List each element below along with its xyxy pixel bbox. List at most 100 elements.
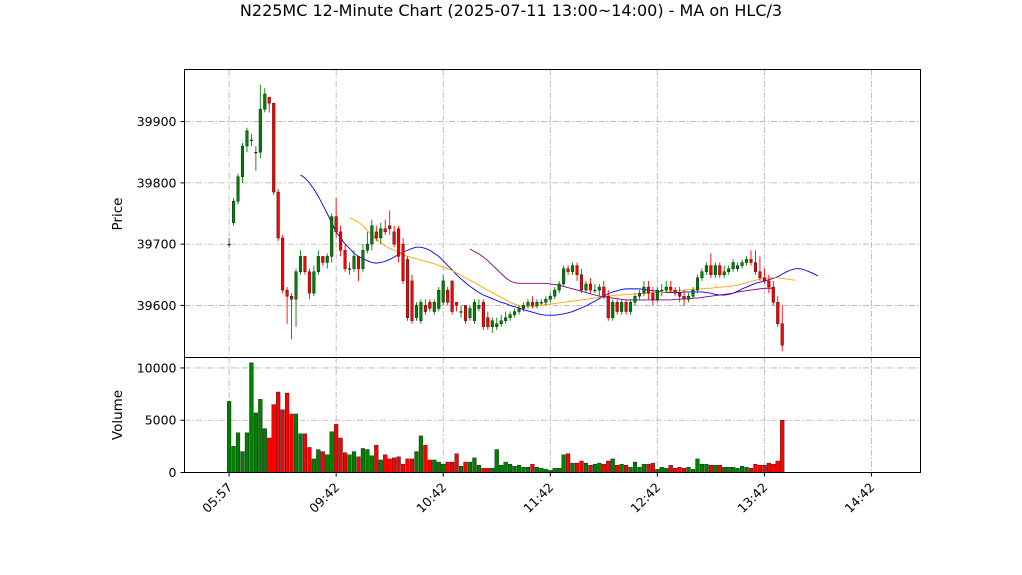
candle bbox=[637, 290, 641, 300]
candle bbox=[495, 317, 499, 330]
candle bbox=[602, 280, 606, 300]
candle-body bbox=[517, 308, 521, 312]
candle bbox=[669, 280, 673, 294]
volume-bar bbox=[351, 451, 357, 473]
candle bbox=[718, 262, 722, 278]
candle-body bbox=[620, 302, 624, 312]
volume-bar bbox=[726, 467, 731, 473]
candle-body bbox=[276, 191, 280, 239]
volume-axis-label: Volume bbox=[110, 390, 126, 440]
candle-body bbox=[472, 302, 476, 321]
candle-body bbox=[307, 271, 311, 294]
volume-bar bbox=[744, 467, 749, 473]
price-y-ticks: 39600 39700 39800 39900 bbox=[137, 114, 185, 313]
candle bbox=[700, 268, 704, 281]
candle-body bbox=[539, 302, 543, 304]
candle bbox=[432, 299, 436, 315]
candle-body bbox=[316, 256, 320, 272]
volume-bar bbox=[427, 459, 432, 473]
volume-bar bbox=[597, 462, 602, 473]
candle-body bbox=[521, 305, 526, 309]
volume-bar bbox=[289, 413, 294, 473]
volume-bar bbox=[463, 461, 468, 473]
candle-body bbox=[535, 302, 539, 306]
candle bbox=[664, 280, 668, 294]
volume-bar bbox=[552, 468, 557, 473]
volume-bar bbox=[780, 420, 785, 473]
candle-body bbox=[553, 289, 557, 297]
x-tick-label: 14:42 bbox=[841, 480, 877, 516]
candle bbox=[325, 253, 329, 269]
candle-body bbox=[709, 265, 713, 275]
candle bbox=[745, 256, 749, 266]
volume-bar bbox=[338, 437, 343, 473]
candle bbox=[303, 256, 307, 275]
candle bbox=[780, 305, 784, 352]
candle-body bbox=[356, 256, 360, 269]
candle bbox=[722, 265, 726, 278]
moving-average-lines bbox=[300, 174, 819, 316]
candles bbox=[227, 84, 784, 352]
candle-body bbox=[624, 302, 628, 312]
volume-tick-label: 10000 bbox=[137, 360, 177, 375]
candle bbox=[771, 280, 775, 306]
volume-bar bbox=[659, 467, 664, 473]
volume-bar bbox=[445, 461, 450, 473]
candle-body bbox=[348, 268, 352, 270]
volume-bar bbox=[682, 468, 687, 473]
volume-bar bbox=[704, 463, 709, 473]
volume-bar bbox=[414, 451, 419, 473]
candle-body bbox=[767, 280, 771, 288]
volume-bar bbox=[677, 467, 682, 473]
candle-body bbox=[236, 176, 240, 202]
volume-bar bbox=[356, 456, 361, 473]
candle-body bbox=[294, 271, 298, 300]
candle bbox=[687, 293, 691, 303]
candle bbox=[553, 287, 557, 300]
candle bbox=[356, 256, 360, 281]
candle bbox=[419, 299, 423, 324]
candle-body bbox=[249, 139, 253, 141]
candle-body bbox=[731, 262, 735, 269]
volume-bar bbox=[262, 428, 267, 473]
candle-body bbox=[490, 320, 494, 328]
candle-body bbox=[566, 268, 570, 272]
volume-bar bbox=[534, 467, 539, 473]
candle bbox=[258, 84, 262, 159]
volume-bar bbox=[771, 463, 776, 473]
volume-bar bbox=[329, 431, 334, 473]
volume-bar bbox=[503, 461, 508, 473]
candle-body bbox=[745, 259, 749, 263]
volume-bar bbox=[686, 467, 691, 473]
candle-body bbox=[258, 109, 262, 153]
candle bbox=[272, 103, 276, 196]
volume-bar bbox=[731, 467, 736, 473]
candle bbox=[437, 287, 441, 312]
volume-bar bbox=[249, 362, 254, 473]
candle bbox=[392, 225, 396, 248]
candle bbox=[254, 146, 258, 171]
volume-bar bbox=[619, 463, 624, 473]
candle-body bbox=[240, 145, 245, 177]
candle-body bbox=[562, 268, 566, 285]
volume-bar bbox=[508, 463, 513, 473]
candle-body bbox=[392, 231, 396, 245]
candle bbox=[472, 299, 476, 324]
candle-body bbox=[374, 231, 378, 239]
candle-body bbox=[388, 225, 392, 229]
candle bbox=[508, 311, 512, 321]
volume-bar bbox=[713, 465, 718, 473]
volume-bar bbox=[400, 463, 406, 473]
candle bbox=[776, 296, 780, 327]
x-tick-label: 13:42 bbox=[734, 480, 770, 516]
candle-body bbox=[379, 228, 383, 239]
candle bbox=[383, 219, 387, 235]
candle bbox=[232, 198, 236, 226]
candle-body bbox=[704, 265, 708, 272]
volume-bar bbox=[298, 433, 303, 473]
candle-body bbox=[584, 283, 588, 291]
candle-body bbox=[508, 314, 512, 318]
volume-bar bbox=[392, 457, 397, 473]
moving-average-line bbox=[300, 174, 819, 316]
candle bbox=[276, 188, 280, 242]
